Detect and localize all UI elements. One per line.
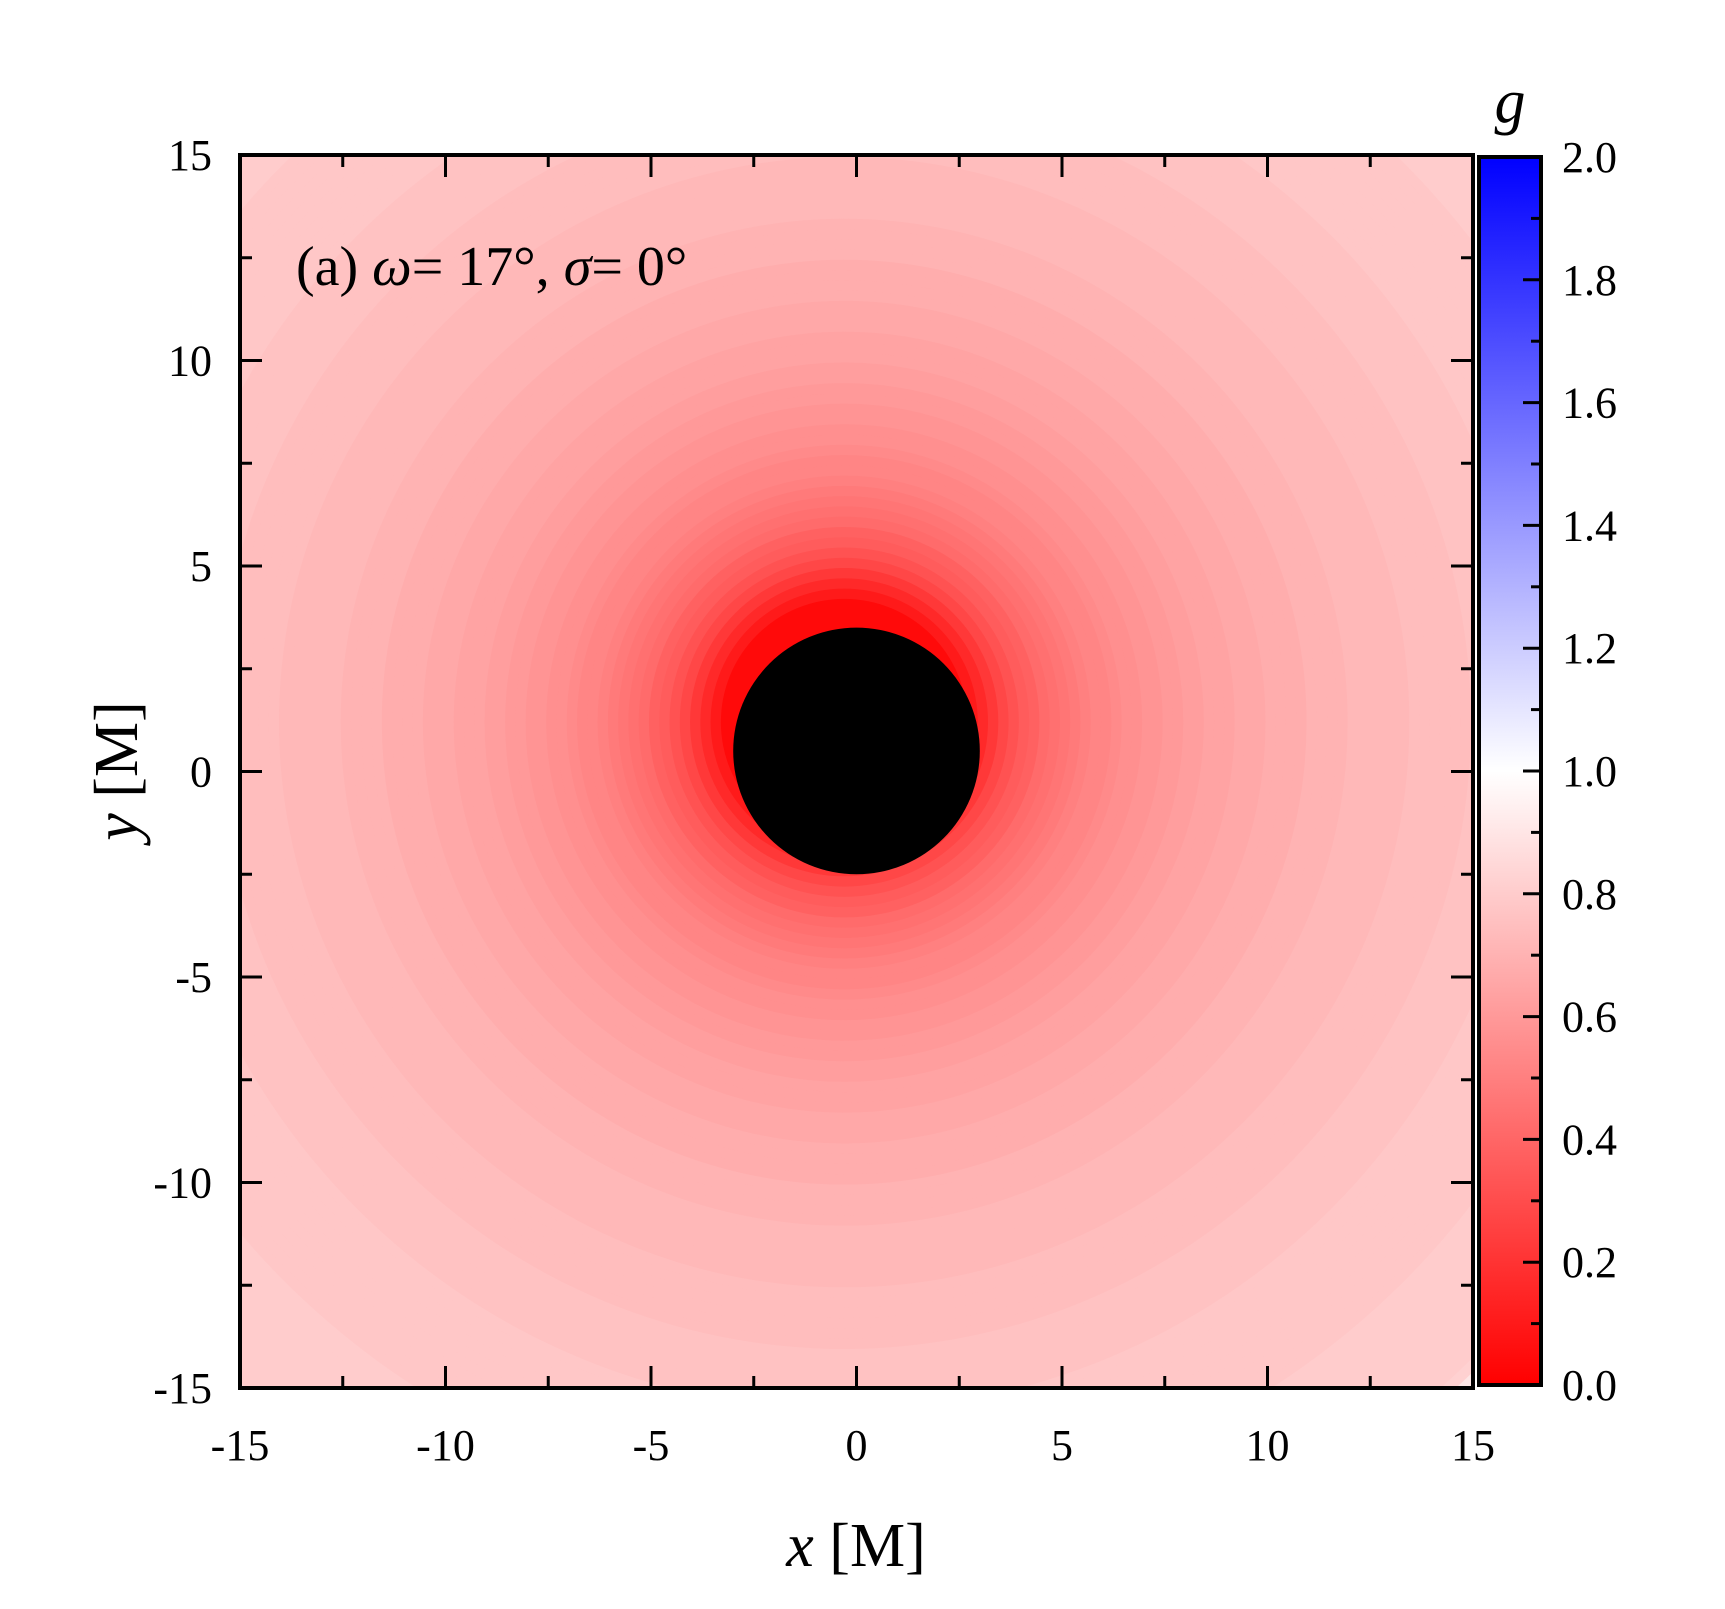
colorbar-ticks [1523,155,1541,1387]
colorbar-tick-label: 0.0 [1562,1361,1617,1410]
y-tick-label: -5 [175,953,212,1002]
x-tick-label: 5 [1051,1421,1073,1470]
x-tick-label: 10 [1246,1421,1290,1470]
x-axis-title: x [M] [785,1512,925,1580]
x-tick-label: 0 [846,1421,868,1470]
y-tick-label: -10 [153,1159,212,1208]
x-axis-ticks [238,155,1475,1388]
colorbar-tick-label: 0.6 [1562,993,1617,1042]
x-axis-tick-labels: -15 -10 -5 0 5 10 15 [211,1421,1495,1470]
x-tick-label: -15 [211,1421,270,1470]
colorbar-title: g [1495,68,1526,136]
colorbar-tick-label: 2.0 [1562,133,1617,182]
x-tick-label: -5 [633,1421,670,1470]
colorbar-tick-label: 1.6 [1562,379,1617,428]
y-tick-label: 5 [190,542,212,591]
colorbar-tick-label: 0.2 [1562,1238,1617,1287]
x-tick-label: 15 [1451,1421,1495,1470]
colorbar-tick-labels: 0.0 0.2 0.4 0.6 0.8 1.0 1.2 1.4 1.6 1.8 2.0 [1562,133,1617,1410]
y-axis-title: y [M] [83,701,151,846]
colorbar-tick-label: 0.4 [1562,1115,1617,1164]
y-tick-label: 0 [190,748,212,797]
colorbar-tick-label: 1.8 [1562,256,1617,305]
panel-annotation: (a) ω= 17°, σ= 0° [296,236,687,298]
x-tick-label: -10 [416,1421,475,1470]
colorbar-tick-label: 0.8 [1562,870,1617,919]
black-hole-shadow [733,627,980,875]
y-axis-ticks [240,153,1473,1390]
y-tick-label: 15 [168,131,212,180]
y-axis-tick-labels: -15 -10 -5 0 5 10 15 [153,131,212,1413]
colorbar-tick-label: 1.4 [1562,501,1617,550]
colorbar: 0.0 0.2 0.4 0.6 0.8 1.0 1.2 1.4 1.6 1.8 2.0 g [1477,68,1617,1410]
colorbar-tick-label: 1.2 [1562,624,1617,673]
y-tick-label: -15 [153,1364,212,1413]
colorbar-tick-label: 1.0 [1562,747,1617,796]
y-tick-label: 10 [168,337,212,386]
